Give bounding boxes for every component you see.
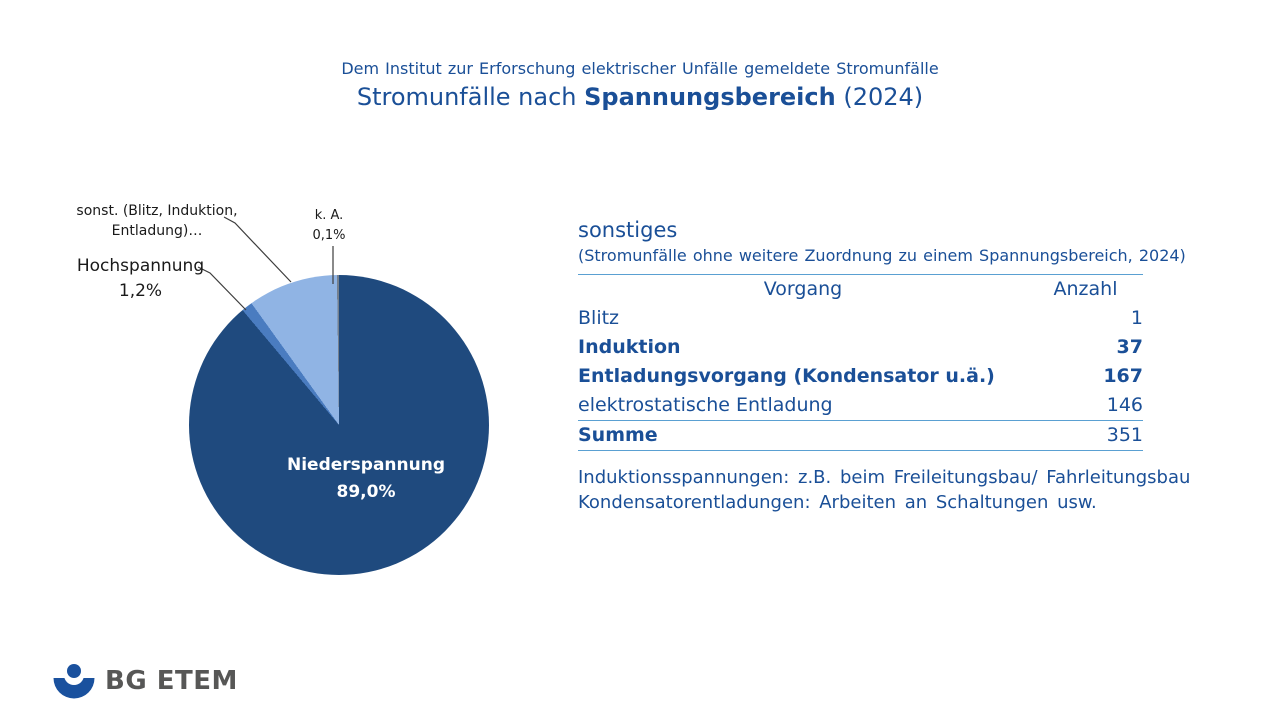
cell-vorgang: Induktion	[578, 336, 681, 358]
bg-etem-person-icon	[53, 664, 95, 699]
panel-heading: sonstiges	[578, 218, 678, 242]
bg-etem-logo: BG ETEM	[52, 663, 238, 699]
pie-chart	[189, 275, 489, 575]
sonstiges-panel: sonstiges (Stromunfälle ohne weitere Zuo…	[578, 217, 1218, 515]
page-title-bold: Spannungsbereich	[584, 83, 836, 111]
column-header-vorgang: Vorgang	[763, 278, 843, 300]
slide-subtitle: Dem Institut zur Erforschung elektrische…	[341, 59, 939, 78]
footnote-line2: Kondensatorentladungen: Arbeiten an Scha…	[578, 492, 1097, 513]
page-title: Stromunfälle nach Spannungsbereich (2024…	[0, 83, 1280, 111]
pie-label-sonstige: sonst. (Blitz, Induktion, Entladung)…	[57, 201, 257, 241]
pie-label-sonstige-line2: Entladung)…	[111, 223, 203, 239]
pie-label-hochspannung: Hochspannung 1,2%	[58, 254, 223, 304]
column-header-anzahl: Anzahl	[1053, 278, 1118, 300]
title-block: Dem Institut zur Erforschung elektrische…	[0, 59, 1280, 111]
pie-label-niederspannung-value: 89,0%	[336, 482, 396, 502]
table-row: elektrostatische Entladung 146	[578, 391, 1143, 420]
cell-vorgang: Entladungsvorgang (Kondensator u.ä.)	[578, 365, 995, 387]
pie-label-ka-name: k. A.	[314, 208, 344, 223]
cell-vorgang: elektrostatische Entladung	[578, 394, 833, 416]
cell-vorgang: Blitz	[578, 307, 620, 329]
page-title-suffix: (2024)	[835, 83, 924, 111]
pie-label-niederspannung-name: Niederspannung	[286, 455, 445, 475]
bg-etem-logo-text: BG ETEM	[105, 666, 238, 696]
table-summary-row: Summe 351	[578, 420, 1143, 451]
table-row: Blitz 1	[578, 304, 1143, 333]
pie-label-hochspannung-value: 1,2%	[118, 281, 163, 301]
panel-subheading: (Stromunfälle ohne weitere Zuordnung zu …	[578, 246, 1186, 265]
page-title-prefix: Stromunfälle nach	[356, 83, 585, 111]
table-row: Entladungsvorgang (Kondensator u.ä.) 167	[578, 362, 1143, 391]
cell-summe-value: 351	[1106, 424, 1143, 446]
footnote: Induktionsspannungen: z.B. beim Freileit…	[578, 465, 1218, 515]
pie-label-sonstige-line1: sonst. (Blitz, Induktion,	[76, 203, 238, 219]
pie-label-ka: k. A. 0,1%	[294, 206, 364, 246]
cell-anzahl: 1	[1130, 307, 1143, 329]
pie-label-hochspannung-name: Hochspannung	[76, 256, 205, 276]
cell-anzahl: 37	[1116, 336, 1143, 358]
table-row: Induktion 37	[578, 333, 1143, 362]
footnote-line1: Induktionsspannungen: z.B. beim Freileit…	[578, 467, 1191, 488]
pie-label-ka-value: 0,1%	[312, 228, 346, 243]
cell-summe-label: Summe	[578, 424, 658, 446]
vorgang-table: Vorgang Anzahl Blitz 1 Induktion 37 Entl…	[578, 274, 1143, 451]
pie-label-niederspannung: Niederspannung 89,0%	[274, 452, 458, 506]
table-header-row: Vorgang Anzahl	[578, 274, 1143, 304]
cell-anzahl: 167	[1103, 365, 1143, 387]
cell-anzahl: 146	[1106, 394, 1143, 416]
